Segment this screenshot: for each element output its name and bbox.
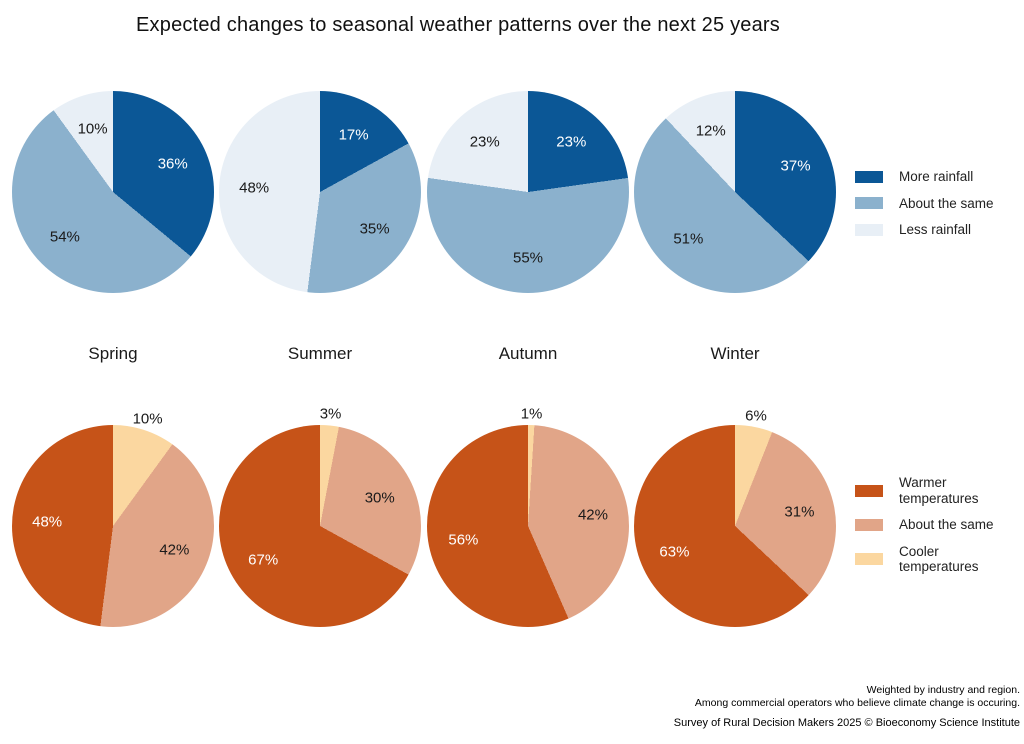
pie-slice-label: 48% [32, 513, 63, 531]
legend-item: Cooler temperatures [855, 544, 994, 575]
legend-swatch [855, 484, 883, 497]
legend-swatch [855, 553, 883, 566]
pie-temperature-summer [219, 425, 421, 627]
pie-temperature-winter [634, 425, 836, 627]
legend-swatch [855, 223, 883, 236]
pie-rainfall-spring [12, 91, 214, 293]
legend-swatch [855, 518, 883, 531]
pie-slice-label: 55% [512, 249, 544, 267]
pie-slice-label: 10% [77, 120, 108, 138]
pie-slice-label: 48% [239, 179, 270, 197]
pie-slice-label: 10% [132, 410, 163, 428]
pie-rainfall-winter [634, 91, 836, 293]
pie-slice-label: 67% [248, 551, 279, 569]
pie-slice-label: 3% [319, 405, 342, 423]
legend-label: About the same [899, 195, 994, 211]
pie-slice-label: 1% [520, 405, 543, 423]
legend-swatch [855, 197, 883, 210]
pie-slice-label: 23% [469, 133, 500, 151]
pie-rainfall-summer [219, 91, 421, 293]
pie-slice-label: 56% [448, 531, 479, 549]
legend-label: Warmer temperatures [899, 475, 979, 506]
pie-slice-label: 51% [673, 230, 704, 248]
legend-label: Cooler temperatures [899, 543, 979, 575]
legend-item: Less rainfall [855, 222, 994, 238]
season-label-summer: Summer [287, 344, 353, 363]
pie-slice-label: 42% [577, 506, 608, 524]
legend-label: More rainfall [899, 169, 974, 184]
pie-rainfall-autumn [427, 91, 629, 293]
pie-slice-label: 37% [780, 157, 811, 175]
pie-slice-label: 30% [364, 489, 395, 507]
legend-item: Warmer temperatures [855, 475, 994, 506]
pie-slice-label: 12% [695, 122, 726, 140]
pie-slice-label: 63% [659, 543, 690, 561]
legend-temperature: Warmer temperatures About the same Cooler … [855, 475, 994, 575]
pie-temperature-autumn [427, 425, 629, 627]
pie-slice-label: 17% [338, 126, 369, 144]
pie-slice-label: 35% [359, 220, 390, 238]
season-label-spring: Spring [88, 344, 138, 363]
season-label-winter: Winter [710, 344, 760, 363]
legend-swatch [855, 170, 883, 183]
pie-temperature-spring [12, 425, 214, 627]
pie-slice-label: 54% [49, 228, 80, 246]
pie-slice-label: 6% [745, 407, 767, 425]
legend-item: More rainfall [855, 169, 994, 185]
pie-slice-label: 42% [159, 541, 190, 559]
legend-label: About the same [899, 517, 994, 533]
footer-note-2: Among commercial operators who believe c… [694, 697, 1020, 709]
legend-item: About the same [855, 517, 994, 533]
pie-slice-label: 36% [157, 155, 188, 173]
legend-rainfall: More rainfall About the same Less rainfall [855, 169, 994, 238]
chart-title: Expected changes to seasonal weather pat… [136, 14, 780, 36]
footer-notes: Weighted by industry and region. Among c… [674, 684, 1020, 729]
legend-item: About the same [855, 196, 994, 212]
legend-label: Less rainfall [899, 222, 972, 238]
pie-slice-label: 31% [784, 503, 815, 521]
season-label-autumn: Autumn [498, 344, 558, 363]
footer-note-1: Weighted by industry and region. [866, 684, 1020, 696]
footer-source: Survey of Rural Decision Makers 2025 © B… [673, 717, 1020, 729]
pie-slice-label: 23% [556, 133, 587, 151]
